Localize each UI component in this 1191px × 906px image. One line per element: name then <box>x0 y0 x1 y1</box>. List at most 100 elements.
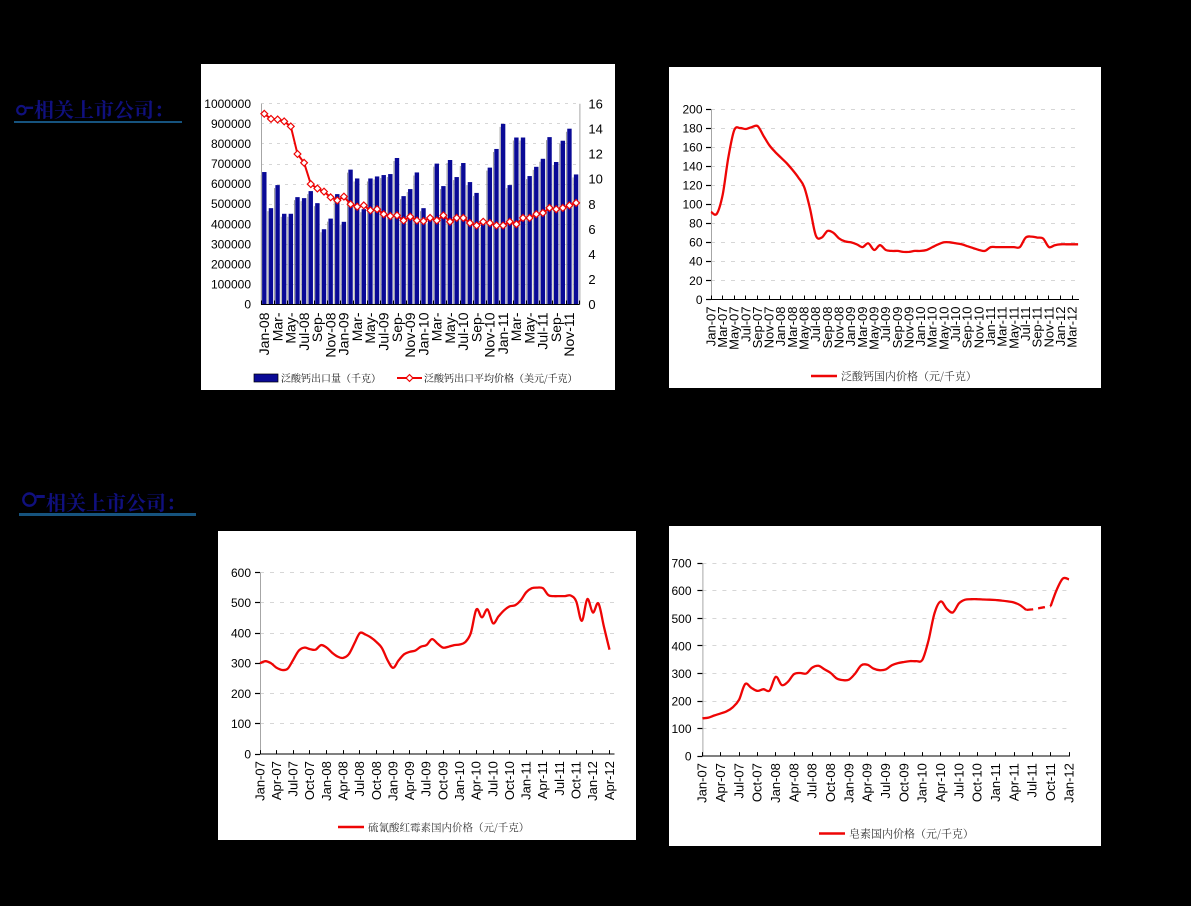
svg-text:1000000: 1000000 <box>204 97 251 111</box>
svg-text:12: 12 <box>588 147 602 162</box>
svg-text:0: 0 <box>244 747 251 761</box>
svg-text:Jan-09: Jan-09 <box>385 761 400 801</box>
svg-text:Jul-11: Jul-11 <box>535 312 551 349</box>
svg-text:Oct-09: Oct-09 <box>896 763 911 802</box>
svg-text:Jan-11: Jan-11 <box>519 761 534 800</box>
svg-text:May-: May- <box>521 312 537 343</box>
svg-text:May-09: May-09 <box>867 307 882 350</box>
svg-text:Mar-: Mar- <box>508 312 524 341</box>
svg-text:300000: 300000 <box>211 237 251 251</box>
svg-text:Jan-12: Jan-12 <box>585 761 600 801</box>
svg-text:Jan-08: Jan-08 <box>773 307 788 347</box>
svg-text:Oct-08: Oct-08 <box>823 763 838 802</box>
svg-text:皂素国内价格（元/千克）: 皂素国内价格（元/千克） <box>849 826 974 842</box>
svg-text:Apr-08: Apr-08 <box>336 761 351 800</box>
svg-text:May-07: May-07 <box>727 307 742 350</box>
svg-text:Nov-07: Nov-07 <box>762 307 777 349</box>
svg-text:Nov-09: Nov-09 <box>901 307 916 349</box>
svg-text:Jul-10: Jul-10 <box>951 763 966 798</box>
svg-text:Jan-08: Jan-08 <box>256 312 272 355</box>
svg-text:Jul-07: Jul-07 <box>738 307 753 342</box>
svg-text:Jul-08: Jul-08 <box>296 312 312 350</box>
svg-text:Apr-09: Apr-09 <box>860 763 875 802</box>
svg-text:200: 200 <box>671 694 691 708</box>
svg-text:300: 300 <box>231 657 251 671</box>
svg-text:300: 300 <box>671 667 691 681</box>
svg-text:180: 180 <box>682 121 702 135</box>
svg-text:Apr-11: Apr-11 <box>1006 763 1021 801</box>
svg-text:May-11: May-11 <box>1006 307 1021 349</box>
svg-text:Oct-07: Oct-07 <box>750 763 765 802</box>
svg-text:Jul-10: Jul-10 <box>948 307 963 342</box>
svg-text:Jan-10: Jan-10 <box>915 763 930 803</box>
svg-text:80: 80 <box>689 217 703 231</box>
svg-text:Sep-11: Sep-11 <box>1030 307 1045 348</box>
svg-text:Mar-07: Mar-07 <box>715 307 730 348</box>
svg-text:0: 0 <box>588 297 595 312</box>
svg-text:8: 8 <box>588 197 595 212</box>
svg-text:Jul-10: Jul-10 <box>485 761 500 796</box>
svg-text:Jul-09: Jul-09 <box>419 761 434 796</box>
svg-text:Oct-11: Oct-11 <box>569 761 584 799</box>
svg-text:Jan-09: Jan-09 <box>841 763 856 803</box>
svg-text:Jan-10: Jan-10 <box>913 307 928 347</box>
svg-text:Mar-12: Mar-12 <box>1065 307 1080 348</box>
svg-text:Jan-12: Jan-12 <box>1053 307 1068 347</box>
svg-text:900000: 900000 <box>211 117 251 131</box>
svg-text:Sep-: Sep- <box>468 312 484 342</box>
svg-text:泛酸钙出口平均价格（美元/千克）: 泛酸钙出口平均价格（美元/千克） <box>424 370 578 385</box>
svg-text:200000: 200000 <box>211 258 251 272</box>
svg-text:May-: May- <box>442 312 458 343</box>
svg-text:40: 40 <box>689 255 703 269</box>
svg-text:May-: May- <box>362 312 378 343</box>
svg-text:500000: 500000 <box>211 197 251 211</box>
svg-text:Mar-11: Mar-11 <box>995 307 1010 347</box>
svg-text:Apr-08: Apr-08 <box>786 763 801 802</box>
svg-text:160: 160 <box>682 140 702 154</box>
svg-text:Mar-09: Mar-09 <box>855 307 870 348</box>
svg-text:14: 14 <box>588 122 602 137</box>
svg-text:0: 0 <box>685 749 692 763</box>
svg-text:Jul-09: Jul-09 <box>878 763 893 798</box>
svg-text:Apr-12: Apr-12 <box>602 761 617 800</box>
svg-text:16: 16 <box>588 96 602 111</box>
svg-text:Jan-10: Jan-10 <box>415 312 431 355</box>
svg-text:Sep-07: Sep-07 <box>750 307 765 349</box>
svg-text:Jul-08: Jul-08 <box>808 307 823 342</box>
svg-text:120: 120 <box>682 179 702 193</box>
svg-text:Sep-08: Sep-08 <box>820 307 835 349</box>
svg-text:Mar-: Mar- <box>429 312 445 341</box>
svg-text:Jan-07: Jan-07 <box>252 761 267 801</box>
svg-text:Nov-10: Nov-10 <box>482 312 498 357</box>
svg-text:Jan-11: Jan-11 <box>988 763 1003 802</box>
svg-text:Sep-10: Sep-10 <box>960 307 975 349</box>
svg-text:Jul-11: Jul-11 <box>1018 307 1033 341</box>
svg-text:700: 700 <box>671 557 691 571</box>
svg-text:Jan-09: Jan-09 <box>336 312 352 355</box>
svg-text:Apr-07: Apr-07 <box>269 761 284 800</box>
svg-text:Jul-11: Jul-11 <box>1025 763 1040 797</box>
svg-text:140: 140 <box>682 160 702 174</box>
svg-text:Oct-09: Oct-09 <box>435 761 450 800</box>
svg-text:Jan-08: Jan-08 <box>319 761 334 801</box>
svg-text:Oct-11: Oct-11 <box>1043 763 1058 801</box>
svg-text:Jul-10: Jul-10 <box>455 312 471 350</box>
svg-text:Jul-09: Jul-09 <box>878 307 893 342</box>
svg-text:100: 100 <box>682 198 702 212</box>
svg-text:Jul-07: Jul-07 <box>286 761 301 796</box>
svg-text:Apr-09: Apr-09 <box>402 761 417 800</box>
svg-text:Apr-10: Apr-10 <box>933 763 948 802</box>
svg-text:6: 6 <box>588 222 595 237</box>
svg-text:Nov-08: Nov-08 <box>832 307 847 349</box>
svg-text:Mar-: Mar- <box>269 312 285 341</box>
svg-text:Jan-07: Jan-07 <box>695 763 710 803</box>
svg-text:Jul-08: Jul-08 <box>352 761 367 796</box>
svg-text:Nov-09: Nov-09 <box>402 312 418 357</box>
svg-text:400000: 400000 <box>211 217 251 231</box>
svg-text:May-10: May-10 <box>936 307 951 350</box>
svg-text:Jan-11: Jan-11 <box>983 307 998 346</box>
svg-text:Apr-11: Apr-11 <box>535 761 550 799</box>
svg-text:10: 10 <box>588 172 602 187</box>
svg-text:泛酸钙国内价格（元/千克）: 泛酸钙国内价格（元/千克） <box>841 368 977 384</box>
svg-text:Mar-: Mar- <box>349 312 365 341</box>
